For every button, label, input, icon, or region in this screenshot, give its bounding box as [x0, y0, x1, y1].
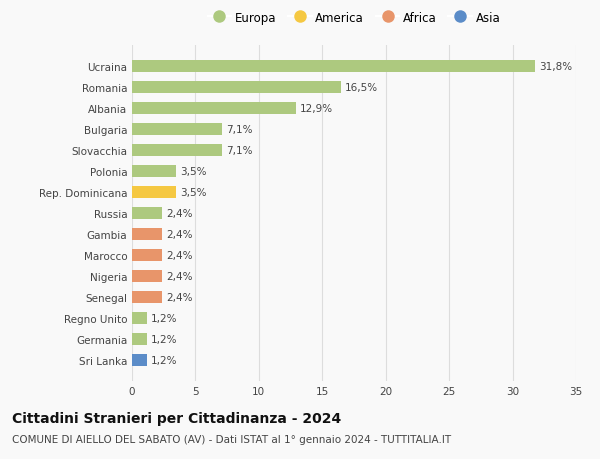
Bar [132, 250, 163, 261]
Text: 7,1%: 7,1% [226, 125, 253, 134]
Text: 12,9%: 12,9% [299, 104, 332, 114]
Bar [132, 187, 176, 198]
Text: COMUNE DI AIELLO DEL SABATO (AV) - Dati ISTAT al 1° gennaio 2024 - TUTTITALIA.IT: COMUNE DI AIELLO DEL SABATO (AV) - Dati … [12, 434, 451, 444]
Bar [132, 61, 535, 73]
Text: 1,2%: 1,2% [151, 334, 178, 344]
Legend: Europa, America, Africa, Asia: Europa, America, Africa, Asia [208, 11, 500, 24]
Text: 2,4%: 2,4% [166, 271, 193, 281]
Bar [132, 145, 222, 157]
Text: 3,5%: 3,5% [180, 188, 207, 197]
Bar [132, 229, 163, 240]
Text: 31,8%: 31,8% [539, 62, 572, 72]
Bar [132, 82, 341, 94]
Bar [132, 103, 296, 114]
Text: 1,2%: 1,2% [151, 313, 178, 323]
Text: 2,4%: 2,4% [166, 250, 193, 260]
Bar [132, 333, 147, 345]
Bar [132, 313, 147, 324]
Text: 16,5%: 16,5% [345, 83, 378, 93]
Text: 2,4%: 2,4% [166, 208, 193, 218]
Bar [132, 291, 163, 303]
Bar [132, 124, 222, 135]
Text: Cittadini Stranieri per Cittadinanza - 2024: Cittadini Stranieri per Cittadinanza - 2… [12, 411, 341, 425]
Text: 2,4%: 2,4% [166, 292, 193, 302]
Text: 2,4%: 2,4% [166, 230, 193, 239]
Bar [132, 207, 163, 219]
Text: 7,1%: 7,1% [226, 146, 253, 156]
Text: 1,2%: 1,2% [151, 355, 178, 365]
Text: 3,5%: 3,5% [180, 167, 207, 177]
Bar [132, 354, 147, 366]
Bar [132, 270, 163, 282]
Bar [132, 166, 176, 177]
